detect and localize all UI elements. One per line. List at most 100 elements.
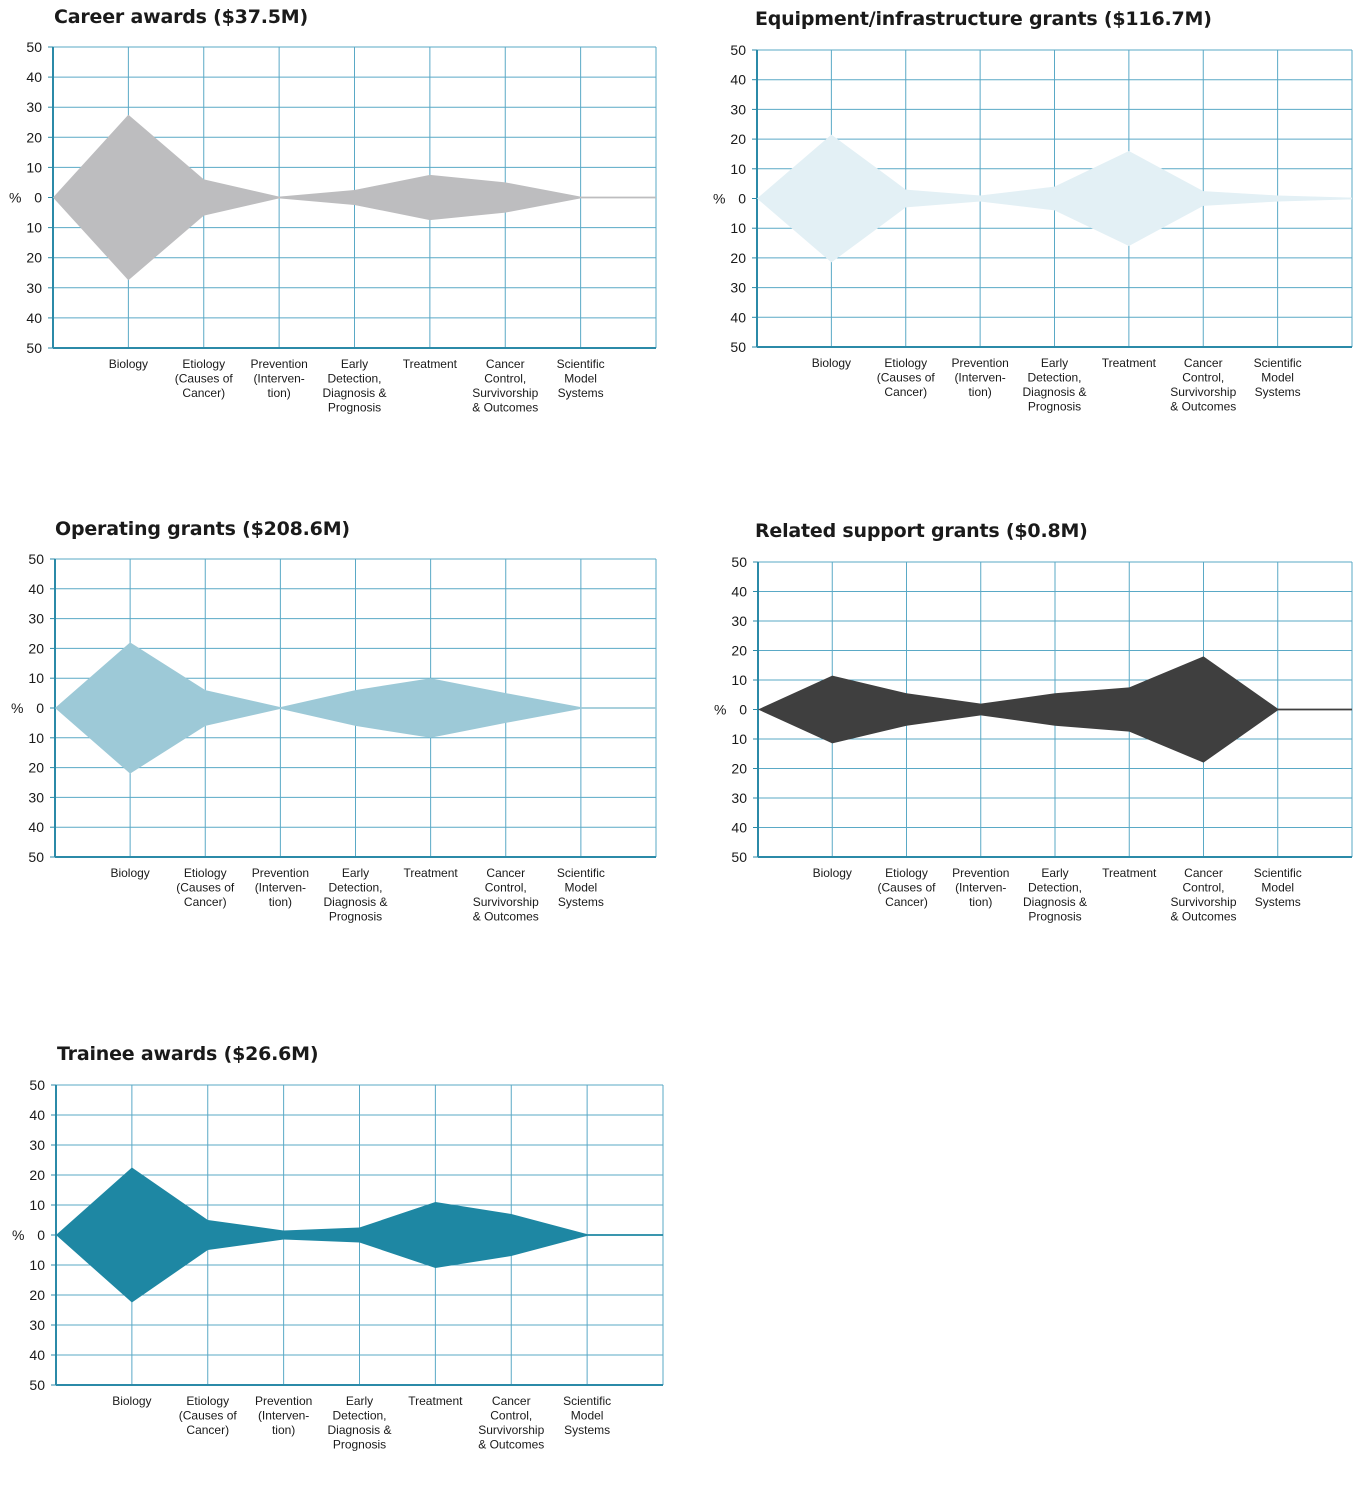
y-tick-label: 50	[29, 1077, 45, 1093]
operating-chart: 50 40 30 20 10 0 10 20 30 40 50% Biology Etiology (Ca…	[11, 551, 657, 924]
x-category-label: Etiology (Causes of Cancer)	[175, 357, 234, 400]
chart-panel-related: Related support grants ($0.8M) 50 40 30 20 1…	[700, 520, 1356, 940]
y-tick-label: 30	[730, 101, 746, 117]
data-point	[905, 189, 906, 190]
y-tick-label: 50	[731, 849, 747, 865]
y-tick-label: 40	[730, 309, 746, 325]
y-tick-label: 10	[26, 220, 42, 236]
data-point	[511, 1214, 512, 1215]
x-category-label: Early Detection, Diagnosis & Prognosis	[1022, 356, 1086, 414]
y-tick-label: 40	[28, 819, 44, 835]
data-point	[906, 693, 907, 694]
series-area	[55, 642, 656, 774]
data-point	[203, 179, 204, 180]
y-tick-label: 20	[28, 760, 44, 776]
y-unit-label: %	[714, 702, 726, 718]
x-category-label: Scientific Model Systems	[1254, 866, 1302, 909]
y-tick-label: 20	[731, 761, 747, 777]
data-point	[980, 703, 981, 704]
data-point	[280, 707, 281, 708]
data-point	[435, 1202, 436, 1203]
x-category-label: Etiology (Causes of Cancer)	[176, 866, 235, 909]
y-tick-label: 20	[29, 1167, 45, 1183]
chart-title-trainee: Trainee awards ($26.6M)	[57, 1043, 319, 1065]
y-tick-label: 30	[731, 613, 747, 629]
x-category-label: Cancer Control, Survivorship & Outcomes	[472, 357, 538, 415]
y-tick-label: 20	[26, 250, 42, 266]
y-tick-label: 30	[731, 790, 747, 806]
y-tick-label: 30	[29, 1317, 45, 1333]
y-tick-label: 0	[738, 191, 746, 207]
y-tick-label: 30	[28, 789, 44, 805]
x-category-label: Treatment	[403, 357, 458, 371]
x-category-label: Scientific Model Systems	[557, 866, 605, 909]
chart-panel-trainee: Trainee awards ($26.6M) 50 40 30 20 10 0 10 20 3…	[0, 1043, 680, 1456]
chart-panel-operating: Operating grants ($208.6M) 50 40 30 20 10 0 10…	[0, 518, 670, 938]
data-point	[831, 134, 832, 135]
y-tick-label: 30	[26, 280, 42, 296]
x-category-label: Cancer Control, Survivorship & Outcomes	[478, 1394, 544, 1452]
y-tick-label: 40	[28, 581, 44, 597]
x-category-label: Treatment	[1102, 866, 1157, 880]
data-point	[354, 189, 355, 190]
data-point	[1203, 656, 1204, 657]
data-point	[279, 196, 280, 197]
y-tick-label: 10	[28, 730, 44, 746]
x-category-label: Prevention (Interven-tion)	[250, 357, 307, 400]
data-point	[355, 690, 356, 691]
x-category-label: Biology	[812, 356, 851, 370]
x-category-label: Treatment	[404, 866, 459, 880]
x-category-label: Cancer Control, Survivorship & Outcomes	[473, 866, 539, 924]
y-tick-label: 0	[34, 190, 42, 206]
data-point	[1277, 195, 1278, 196]
data-point	[580, 707, 581, 708]
y-tick-label: 10	[26, 159, 42, 175]
chart-title-operating: Operating grants ($208.6M)	[55, 518, 350, 540]
x-category-label: Biology	[109, 357, 148, 371]
y-unit-label: %	[11, 700, 23, 716]
y-tick-label: 10	[28, 670, 44, 686]
x-category-label: Prevention (Interven-tion)	[252, 866, 309, 909]
y-tick-label: 10	[29, 1257, 45, 1273]
series-area	[53, 114, 656, 281]
x-category-label: Early Detection, Diagnosis & Prognosis	[322, 357, 386, 415]
y-tick-label: 0	[37, 1227, 45, 1243]
x-category-label: Etiology (Causes of Cancer)	[877, 356, 936, 399]
y-tick-label: 50	[26, 39, 42, 55]
y-tick-label: 40	[26, 69, 42, 85]
data-point	[207, 1220, 208, 1221]
chart-title-related: Related support grants ($0.8M)	[755, 520, 1088, 542]
y-tick-label: 10	[731, 672, 747, 688]
y-tick-label: 20	[29, 1287, 45, 1303]
data-point	[205, 690, 206, 691]
chart-title-equipment: Equipment/infrastructure grants ($116.7M…	[755, 8, 1212, 30]
y-tick-label: 20	[730, 131, 746, 147]
y-tick-label: 40	[29, 1107, 45, 1123]
y-unit-label: %	[713, 191, 725, 207]
trainee-chart: 50 40 30 20 10 0 10 20 30 40 50% Biology Etiology (Ca…	[12, 1077, 664, 1452]
y-unit-label: %	[12, 1227, 24, 1243]
x-category-label: Prevention (Interven-tion)	[952, 866, 1009, 909]
y-tick-label: 20	[28, 640, 44, 656]
x-category-label: Treatment	[1102, 356, 1157, 370]
y-unit-label: %	[9, 190, 21, 206]
chart-title-career: Career awards ($37.5M)	[54, 6, 308, 28]
x-category-label: Scientific Model Systems	[1254, 356, 1302, 399]
y-tick-label: 50	[28, 551, 44, 567]
chart-panel-career: Career awards ($37.5M) 50 40 30 20 10 0 10 20 30…	[0, 6, 670, 426]
data-point	[1054, 186, 1055, 187]
data-point	[1203, 191, 1204, 192]
series-area	[757, 134, 1352, 263]
data-point	[505, 182, 506, 183]
data-point	[1128, 150, 1129, 151]
y-tick-label: 10	[730, 161, 746, 177]
x-category-label: Cancer Control, Survivorship & Outcomes	[1170, 866, 1236, 924]
x-category-label: Biology	[813, 866, 852, 880]
x-category-label: Early Detection, Diagnosis & Prognosis	[323, 866, 387, 924]
series-area	[758, 656, 1352, 763]
y-tick-label: 40	[731, 820, 747, 836]
x-category-label: Etiology (Causes of Cancer)	[179, 1394, 238, 1437]
y-tick-label: 50	[29, 1377, 45, 1393]
y-tick-label: 20	[730, 250, 746, 266]
y-tick-label: 30	[28, 611, 44, 627]
